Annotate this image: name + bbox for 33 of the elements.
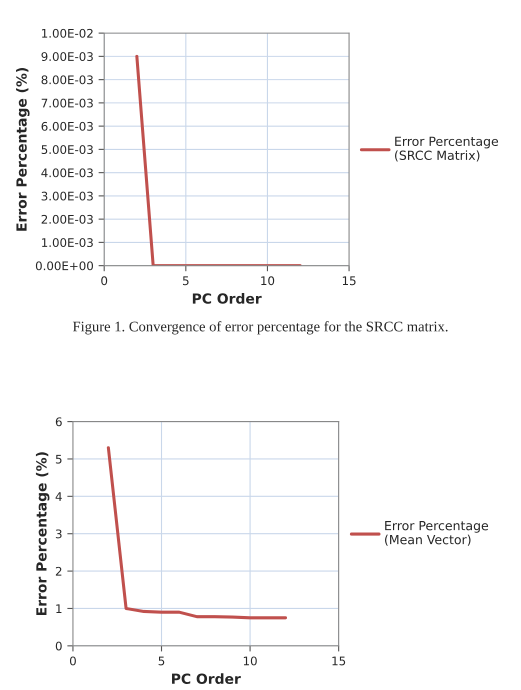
x-axis-title: PC Order xyxy=(172,673,241,684)
y-axis-title: Error Percentage (%) xyxy=(16,68,30,231)
y-tick-label: 4 xyxy=(56,492,62,501)
x-tick-label: 5 xyxy=(158,656,164,666)
y-tick-label: 1 xyxy=(56,604,62,613)
y-tick-label: 6.00E-03 xyxy=(42,122,93,131)
y-tick-label: 6 xyxy=(56,417,62,426)
x-tick-label: 10 xyxy=(244,656,257,666)
x-tick-label: 15 xyxy=(342,276,356,286)
y-tick-label: 8.00E-03 xyxy=(42,75,93,84)
x-tick-label: 15 xyxy=(332,656,346,666)
x-tick-label: 10 xyxy=(261,276,274,286)
y-tick-label: 3 xyxy=(56,529,62,538)
y-tick-label: 7.00E-03 xyxy=(42,98,93,108)
y-tick-label: 3.00E-03 xyxy=(42,192,93,201)
y-tick-label: 0 xyxy=(56,642,62,650)
y-tick-label: 5 xyxy=(56,454,62,464)
x-axis-title: PC Order xyxy=(192,293,262,304)
y-tick-label: 1.00E-03 xyxy=(42,238,93,248)
line-series xyxy=(106,446,288,620)
y-tick-label: 4.00E-03 xyxy=(41,168,93,178)
y-tick-label: 9.00E-03 xyxy=(42,52,93,62)
y-axis-title: Error Percentage (%) xyxy=(36,452,50,616)
y-tick-label: 5.00E-03 xyxy=(42,145,93,154)
y-tick-label: 2.00E-03 xyxy=(42,214,93,224)
x-tick-label: 5 xyxy=(182,276,189,286)
y-tick-label: 2 xyxy=(56,566,62,576)
y-tick-label: 1.00E-02 xyxy=(42,28,93,38)
caption: Figure 1. Convergence of error percentage for the SRCC matrix. xyxy=(72,321,448,334)
legend-label: Error Percentage (SRCC Matrix) xyxy=(395,136,498,162)
y-tick-label: 0.00E+00 xyxy=(36,261,93,270)
legend-label: Error Percentage (Mean Vector) xyxy=(385,521,488,546)
x-tick-label: 0 xyxy=(101,276,108,286)
